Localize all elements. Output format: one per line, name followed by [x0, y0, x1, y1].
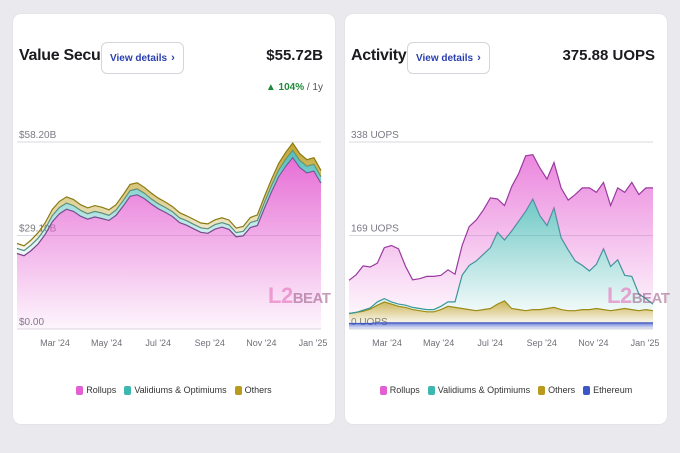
legend-validiums[interactable]: Validiums & Optimiums — [124, 385, 227, 395]
area-validiums-optimiums — [349, 199, 653, 314]
x-tick-label: May '24 — [423, 338, 454, 348]
area-ethereum — [349, 322, 653, 329]
legend-swatch — [427, 385, 435, 395]
legend-rollups[interactable]: Rollups — [76, 385, 116, 395]
x-tick-label: Nov '24 — [578, 338, 608, 348]
x-tick-label: Sep '24 — [527, 338, 557, 348]
legend-swatch — [538, 385, 546, 395]
series-line-validiums-optimiums — [16, 148, 322, 252]
x-tick-label: Jul '24 — [477, 338, 503, 348]
value-secured-total: $55.72B — [266, 47, 323, 64]
y-tick-label: $58.20B — [19, 130, 57, 141]
area-others — [349, 300, 653, 324]
x-tick-label: Mar '24 — [372, 338, 402, 348]
value-secured-view-details-button[interactable]: View details › — [101, 42, 184, 74]
legend-swatch — [379, 385, 387, 395]
x-tick-label: Mar '24 — [40, 338, 70, 348]
legend-swatch — [234, 385, 242, 395]
l2beat-logo: L2BEAT — [607, 283, 670, 308]
value-secured-title: Value Secured — [19, 47, 125, 64]
legend-rollups[interactable]: Rollups — [379, 385, 420, 395]
value-secured-legend: Rollups Validiums & Optimiums Others — [13, 385, 335, 395]
legend-swatch — [583, 385, 591, 395]
area-rollups — [349, 154, 653, 314]
change-percent: 104% — [278, 82, 305, 93]
chevron-right-icon: › — [171, 52, 175, 64]
legend-swatch — [76, 385, 84, 395]
legend-swatch — [124, 385, 132, 395]
value-secured-change: ▲ 104% / 1y — [266, 82, 323, 93]
legend-ethereum[interactable]: Ethereum — [583, 385, 632, 395]
legend-others[interactable]: Others — [538, 385, 575, 395]
l2beat-logo: L2BEAT — [268, 283, 331, 308]
area-rollups — [17, 157, 321, 329]
y-tick-label: 338 UOPS — [351, 130, 399, 141]
activity-total: 375.88 UOPS — [562, 47, 655, 64]
value-secured-card: Value Secured View details › $55.72B ▲ 1… — [13, 14, 335, 424]
x-tick-label: Jan '25 — [299, 338, 328, 348]
series-line-ethereum — [349, 322, 653, 325]
x-tick-label: Nov '24 — [246, 338, 276, 348]
activity-view-details-button[interactable]: View details › — [407, 42, 490, 74]
series-line-validiums-optimiums — [348, 197, 654, 315]
y-tick-label: 169 UOPS — [351, 224, 399, 235]
series-line-rollups — [348, 154, 653, 281]
y-tick-label: $29.10B — [19, 224, 57, 235]
x-tick-label: Jul '24 — [145, 338, 171, 348]
x-tick-label: Jan '25 — [631, 338, 660, 348]
x-tick-label: May '24 — [91, 338, 122, 348]
view-details-label: View details — [416, 52, 474, 64]
activity-card: Activity View details › 375.88 UOPS 338 … — [345, 14, 670, 424]
arrow-up-icon: ▲ — [265, 82, 276, 93]
legend-others[interactable]: Others — [234, 385, 272, 395]
view-details-label: View details — [110, 52, 168, 64]
x-tick-label: Sep '24 — [195, 338, 225, 348]
series-line-others — [16, 141, 322, 247]
chevron-right-icon: › — [477, 52, 481, 64]
activity-title: Activity — [351, 47, 407, 64]
change-period: / 1y — [306, 82, 323, 93]
legend-validiums[interactable]: Validiums & Optimiums — [427, 385, 530, 395]
activity-legend: Rollups Validiums & Optimiums Others Eth… — [345, 385, 667, 395]
